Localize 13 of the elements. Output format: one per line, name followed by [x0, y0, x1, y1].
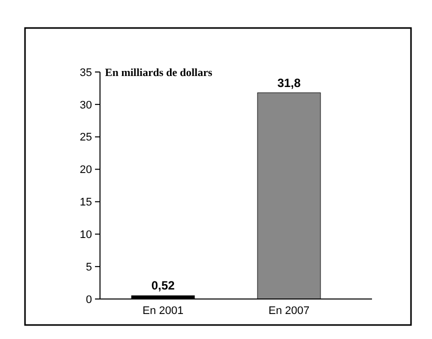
- data-label: 0,52: [151, 278, 175, 293]
- y-tick-label: 5: [86, 261, 92, 274]
- y-tick-label: 30: [80, 99, 92, 112]
- y-tick-label: 15: [80, 196, 92, 209]
- data-label: 31,8: [277, 76, 301, 90]
- y-tick-label: 10: [80, 228, 92, 241]
- x-tick-label: En 2007: [268, 305, 310, 317]
- x-tick-label: En 2001: [142, 305, 184, 317]
- y-tick-label: 0: [86, 294, 92, 306]
- y-axis-title: En milliards de dollars: [105, 66, 213, 79]
- y-tick-label: 20: [80, 164, 92, 176]
- y-tick-label: 25: [80, 132, 92, 144]
- y-tick-label: 35: [80, 66, 92, 79]
